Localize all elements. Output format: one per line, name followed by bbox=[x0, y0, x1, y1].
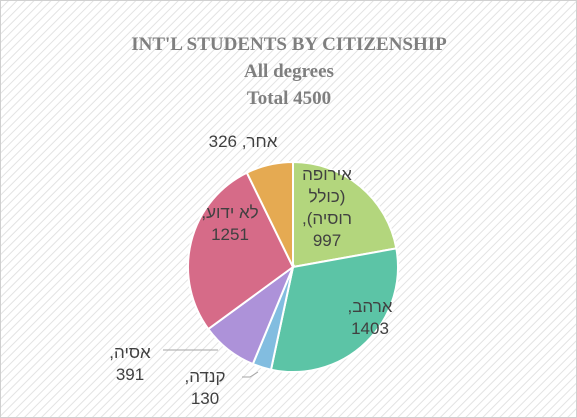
chart-title: INT'L STUDENTS BY CITIZENSHIP bbox=[131, 34, 447, 55]
data-label: לא ידוע, 1251 bbox=[201, 203, 259, 244]
pie-slice bbox=[269, 247, 399, 373]
data-label: אסיה, 391 bbox=[109, 343, 151, 384]
chart-annotation: Total 4500 bbox=[247, 88, 331, 109]
pie-slice bbox=[187, 171, 295, 331]
leader-line bbox=[242, 371, 259, 378]
data-label: קנדה, 130 bbox=[184, 367, 226, 408]
chart-subtitle: All degrees bbox=[244, 61, 334, 82]
pie-slice bbox=[292, 160, 398, 269]
data-label: אחר, 326 bbox=[208, 132, 278, 151]
data-label: אירופה (כולל רוסיה), 997 bbox=[302, 165, 352, 250]
data-label: ארהב, 1403 bbox=[347, 297, 393, 338]
pie-slice bbox=[245, 160, 294, 268]
